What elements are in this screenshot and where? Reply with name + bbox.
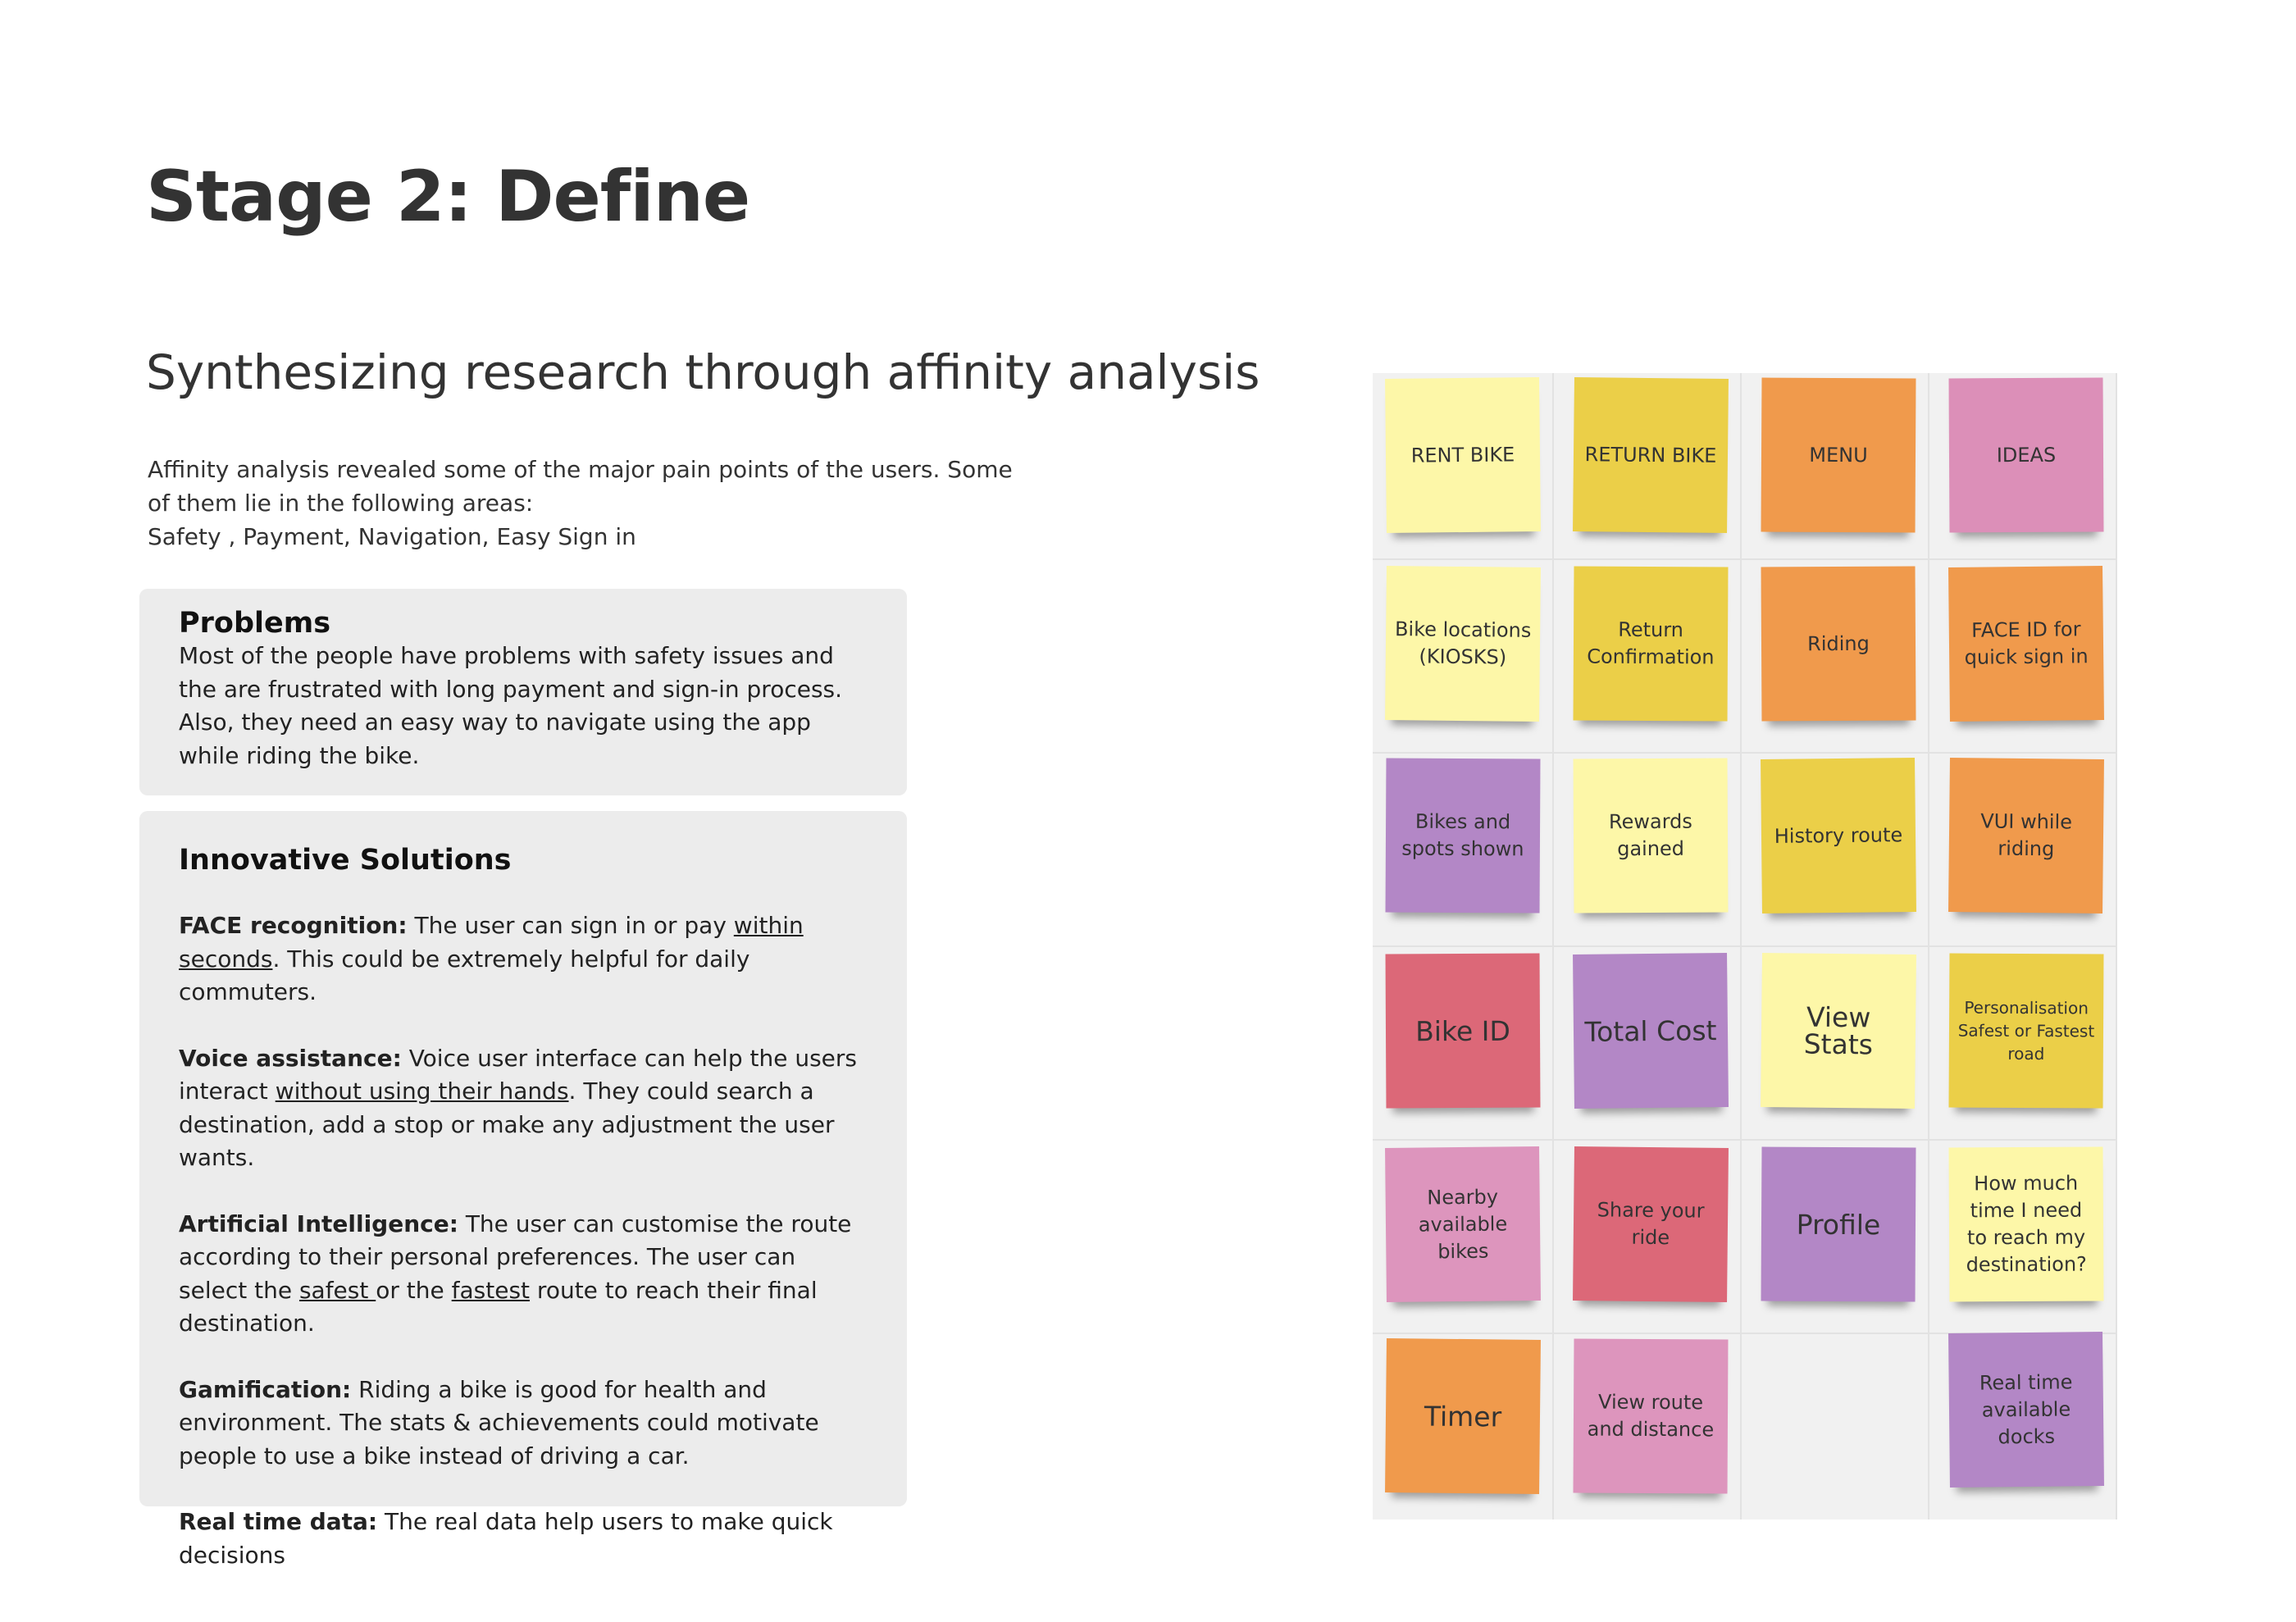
sticky-note: MENU bbox=[1761, 377, 1916, 533]
sticky-note: Profile bbox=[1761, 1146, 1916, 1302]
solution-item: Artificial Intelligence: The user can cu… bbox=[179, 1208, 868, 1341]
problems-card: Problems Most of the people have problem… bbox=[139, 589, 907, 795]
sticky-note: IDEAS bbox=[1948, 377, 2104, 533]
solution-text: The user can customise the route accordi… bbox=[179, 1210, 852, 1304]
solution-item: Real time data: The real data help users… bbox=[179, 1506, 868, 1572]
solution-label: Artificial Intelligence: bbox=[179, 1210, 458, 1237]
solution-text: without using their hands bbox=[275, 1078, 569, 1105]
solution-text: . This could be extremely helpful for da… bbox=[179, 945, 750, 1006]
solution-text: The real data help users to make quick d… bbox=[179, 1508, 833, 1569]
sticky-note: VUI while riding bbox=[1948, 758, 2104, 914]
intro-line: Safety , Payment, Navigation, Easy Sign … bbox=[148, 523, 636, 550]
sticky-note: Riding bbox=[1761, 566, 1916, 722]
solution-text: Voice user interface can help the users … bbox=[179, 1044, 857, 1105]
sticky-note: Bike ID bbox=[1385, 953, 1541, 1109]
intro-line: of them lie in the following areas: bbox=[148, 490, 534, 517]
solution-text: . They could search a destination, add a… bbox=[179, 1078, 835, 1171]
solution-text: or the bbox=[376, 1276, 452, 1304]
solution-item: FACE recognition: The user can sign in o… bbox=[179, 909, 868, 1009]
sticky-note: Rewards gained bbox=[1573, 758, 1729, 914]
sticky-note: Bikes and spots shown bbox=[1385, 758, 1541, 914]
solution-item: Voice assistance: Voice user interface c… bbox=[179, 1042, 868, 1175]
sticky-note: View Stats bbox=[1761, 953, 1916, 1109]
solutions-heading: Innovative Solutions bbox=[179, 844, 512, 877]
solution-text: Riding a bike is good for health and env… bbox=[179, 1375, 819, 1469]
solution-label: Real time data: bbox=[179, 1508, 378, 1535]
intro-line: Affinity analysis revealed some of the m… bbox=[148, 456, 1013, 483]
sticky-note: Return Confirmation bbox=[1573, 566, 1729, 722]
sticky-note: Nearby available bikes bbox=[1385, 1146, 1541, 1302]
sticky-note: How much time I need to reach my destina… bbox=[1948, 1146, 2104, 1302]
problems-heading: Problems bbox=[179, 607, 331, 640]
subtitle: Synthesizing research through affinity a… bbox=[146, 344, 1260, 400]
sticky-note: Personalisation Safest or Fastest road bbox=[1948, 953, 2104, 1109]
solution-text: fastest bbox=[451, 1276, 531, 1304]
solutions-card: Innovative Solutions FACE recognition: T… bbox=[139, 811, 907, 1569]
solution-label: FACE recognition: bbox=[179, 912, 408, 939]
sticky-note: RETURN BIKE bbox=[1573, 377, 1729, 533]
solution-label: Voice assistance: bbox=[179, 1044, 402, 1072]
sticky-note: Total Cost bbox=[1573, 953, 1729, 1109]
problems-text: Most of the people have problems with sa… bbox=[179, 642, 843, 769]
solution-text: The user can sign in or pay bbox=[407, 912, 734, 939]
affinity-board: RENT BIKE RETURN BIKE MENU IDEAS Bike locati… bbox=[1373, 373, 2117, 1519]
solution-text: route to reach their final destination. bbox=[179, 1276, 818, 1337]
intro: Affinity analysis revealed some of the m… bbox=[148, 453, 1013, 554]
sticky-note: RENT BIKE bbox=[1385, 377, 1541, 533]
page-title: Stage 2: Define bbox=[146, 156, 750, 238]
sticky-note: Timer bbox=[1385, 1338, 1541, 1494]
sticky-note: History route bbox=[1761, 758, 1916, 914]
sticky-note: Share your ride bbox=[1573, 1146, 1729, 1302]
sticky-note: Real time available docks bbox=[1948, 1332, 2104, 1488]
solution-text: safest bbox=[298, 1276, 376, 1304]
sticky-note: FACE ID for quick sign in bbox=[1948, 566, 2104, 722]
sticky-note: View route and distance bbox=[1573, 1338, 1729, 1494]
sticky-note: Bike locations (KIOSKS) bbox=[1385, 566, 1541, 722]
solution-label: Gamification: bbox=[179, 1375, 352, 1403]
solution-item: Gamification: Riding a bike is good for … bbox=[179, 1374, 868, 1474]
solution-text: within seconds bbox=[179, 912, 804, 973]
